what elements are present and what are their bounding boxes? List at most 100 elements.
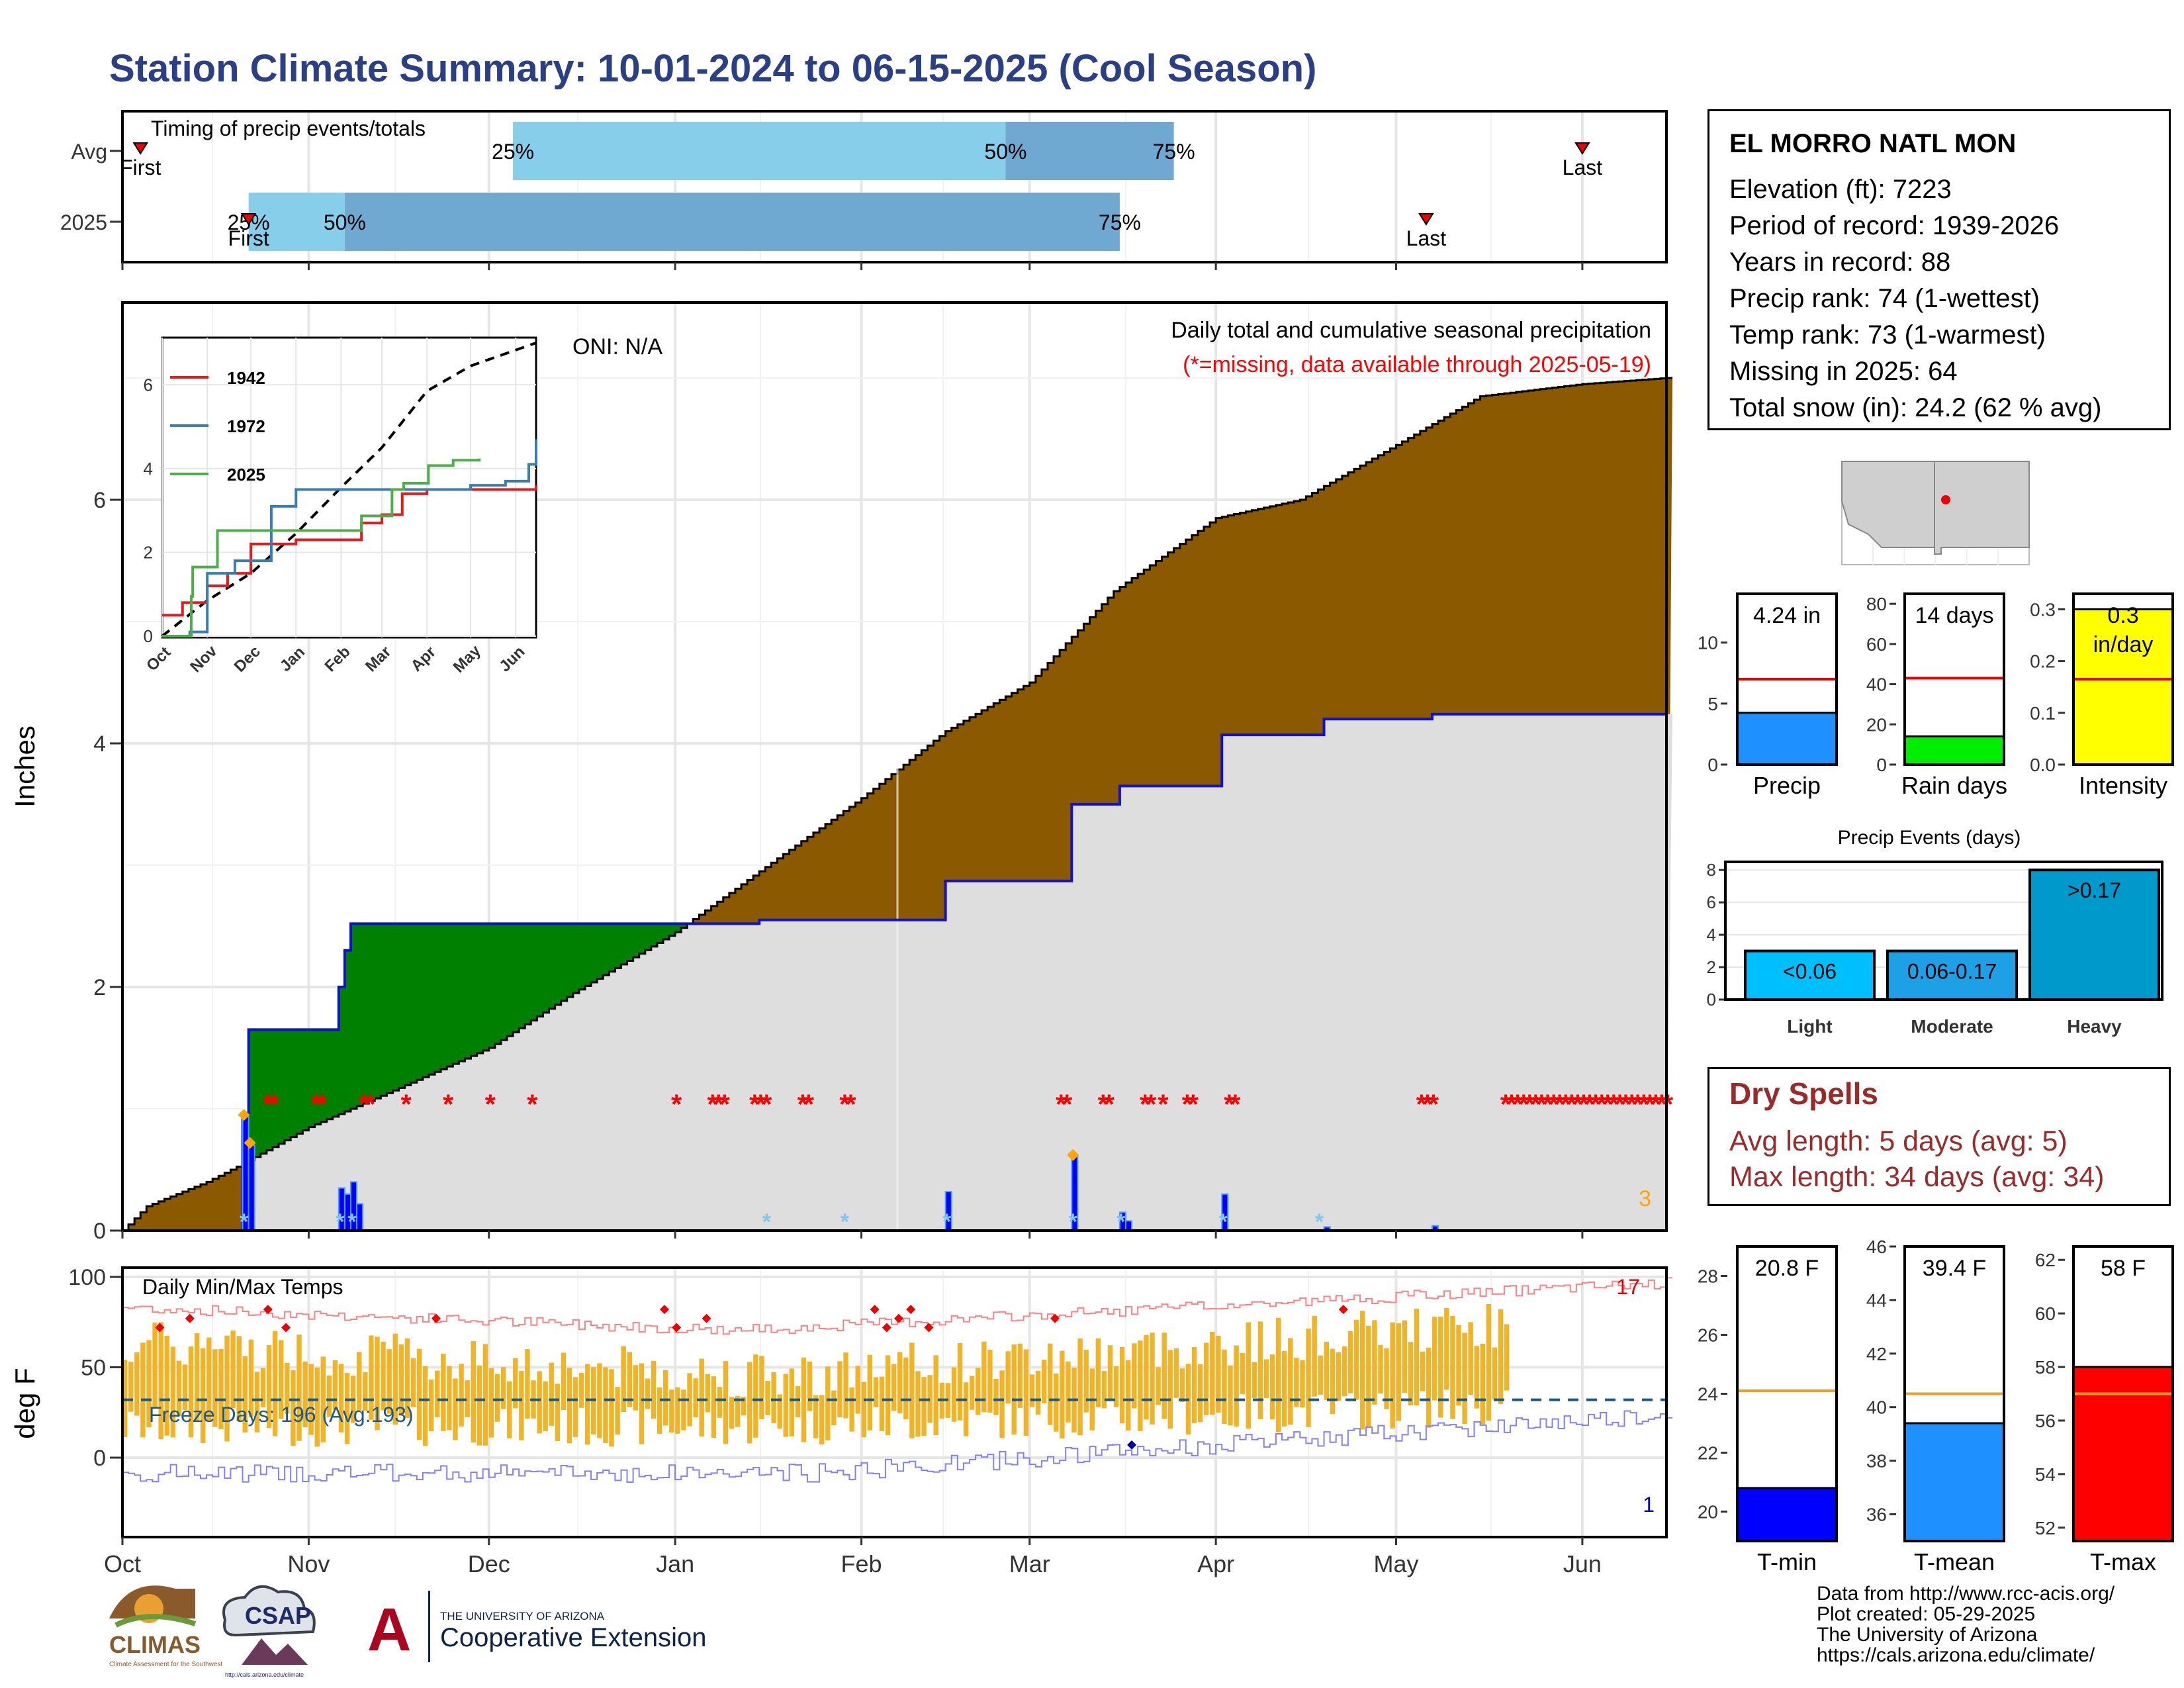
- events-frame: [1724, 861, 2163, 1001]
- temps-daily-bar: [471, 1340, 476, 1443]
- temps-daily-bar: [993, 1378, 999, 1415]
- precip-missing-marker: *: [1146, 1088, 1157, 1119]
- temps-daily-bar: [1095, 1338, 1101, 1407]
- temps-daily-bar: [1468, 1322, 1473, 1395]
- temps-daily-bar: [771, 1372, 776, 1424]
- temps-daily-bar: [375, 1336, 380, 1430]
- station-name: EL MORRO NATL MON: [1729, 129, 2017, 158]
- timing-label-first: First: [228, 226, 269, 250]
- temps-daily-bar: [621, 1346, 626, 1412]
- temps-freeze-label: Freeze Days: 196 (Avg:193): [149, 1403, 414, 1427]
- tmin_gauge-tick-label: 20: [1698, 1502, 1718, 1523]
- temps-daily-bar: [1234, 1345, 1239, 1427]
- temps-daily-bar: [296, 1335, 302, 1441]
- precip-missing-marker: *: [1428, 1088, 1439, 1119]
- csap-logo: CSAP http://cals.arizona.edu/climate: [222, 1585, 316, 1678]
- precip-missing-marker: *: [1506, 1088, 1518, 1119]
- temps-daily-bar: [1390, 1322, 1395, 1429]
- temps-daily-bar: [1222, 1349, 1227, 1424]
- temps-record-high-marker: [432, 1313, 441, 1323]
- temps-daily-bar: [1498, 1309, 1504, 1404]
- temps-record-high-marker: [660, 1305, 670, 1315]
- precip-missing-marker: *: [1422, 1088, 1433, 1119]
- tmin_gauge-tick-label: 28: [1698, 1266, 1718, 1287]
- temps-daily-bar: [152, 1323, 158, 1409]
- temps-daily-bar: [855, 1366, 860, 1414]
- month-tick-label: Dec: [468, 1550, 510, 1577]
- precip-missing-marker: *: [527, 1088, 538, 1119]
- temps-daily-bar: [1408, 1342, 1414, 1405]
- precip-snow-marker: *: [1219, 1209, 1228, 1235]
- temps-daily-bar: [741, 1397, 747, 1416]
- tmin_gauge-tick-label: 22: [1698, 1443, 1718, 1464]
- inset-tick-label-y: 4: [144, 459, 153, 479]
- temps-daily-bar: [921, 1377, 927, 1436]
- precip-missing-marker: *: [1230, 1088, 1241, 1119]
- precip_gauge-value-bar: [1736, 712, 1838, 766]
- temps-daily-bar: [1107, 1345, 1113, 1399]
- raindays_gauge-value-label: 14 days: [1915, 603, 1993, 628]
- temps-daily-bar: [1132, 1343, 1137, 1409]
- temps-daily-bar: [1402, 1320, 1408, 1393]
- timing-label-25: 25%: [492, 140, 534, 164]
- temps-daily-bar: [182, 1364, 188, 1410]
- temps-record-high-marker: [906, 1305, 916, 1315]
- tmin_gauge-value-label: 20.8 F: [1755, 1256, 1819, 1281]
- temps-daily-bar: [519, 1370, 524, 1440]
- events-tick-label: 6: [1707, 892, 1716, 912]
- temps-daily-bar: [224, 1335, 230, 1442]
- timing-bar-25-50: [513, 122, 1006, 180]
- temps-daily-bar: [537, 1371, 542, 1434]
- temps-daily-bar: [230, 1330, 236, 1409]
- inset-legend-label: 1942: [227, 368, 265, 388]
- temps-record-high-count: 17: [1616, 1275, 1640, 1299]
- precip-missing-marker: *: [1224, 1088, 1235, 1119]
- precip-missing-marker: *: [1645, 1088, 1656, 1119]
- raindays_gauge-tick-label: 60: [1866, 634, 1887, 655]
- precip-snow-marker: *: [841, 1209, 850, 1235]
- precip-missing-marker: *: [1416, 1088, 1428, 1119]
- precip-missing-marker: *: [1140, 1088, 1151, 1119]
- events-tick-label: 8: [1707, 860, 1716, 880]
- temps-daily-bar: [1450, 1315, 1455, 1419]
- precip-missing-marker: *: [1182, 1088, 1193, 1119]
- csap-url: http://cals.arizona.edu/climate: [225, 1671, 304, 1678]
- temps-daily-bar: [1288, 1338, 1293, 1425]
- temps-daily-bar: [819, 1395, 825, 1445]
- timing-row-label: Avg: [71, 140, 107, 164]
- temps-record-high-marker: [672, 1323, 682, 1333]
- precip_gauge-frame: [1736, 592, 1838, 766]
- precip-missing-marker: *: [400, 1088, 412, 1119]
- temps-daily-bar: [1017, 1343, 1023, 1408]
- temps-daily-bar: [387, 1349, 392, 1414]
- temps-daily-bar: [404, 1338, 410, 1419]
- precip-missing-marker: *: [1620, 1088, 1631, 1119]
- temps-daily-bar: [639, 1363, 645, 1444]
- temps-daily-bar: [506, 1381, 512, 1438]
- temps-record-high-marker: [702, 1313, 711, 1323]
- precip-missing-marker: *: [1500, 1088, 1512, 1119]
- temps-daily-bar: [549, 1362, 554, 1426]
- temps-daily-bar: [909, 1342, 915, 1438]
- precip-missing-marker: *: [1542, 1088, 1553, 1119]
- intensity_gauge-tick-label: 0.2: [2030, 651, 2056, 672]
- temps-daily-bar: [398, 1344, 404, 1416]
- temps-daily-bar: [837, 1361, 842, 1418]
- temps-daily-bar: [813, 1395, 819, 1438]
- temps-daily-bar: [272, 1331, 278, 1436]
- temps-daily-bar: [1011, 1344, 1017, 1435]
- timing-label-50: 50%: [324, 211, 366, 234]
- precip-missing-marker: *: [316, 1088, 328, 1119]
- temps-daily-bar: [729, 1397, 735, 1429]
- tmax_gauge-tick-label: 54: [2035, 1464, 2056, 1485]
- temps-daily-bar: [285, 1362, 290, 1414]
- temps-daily-bar: [885, 1355, 891, 1436]
- precip-2025-line: [122, 712, 1666, 1232]
- temps-daily-bar: [987, 1349, 993, 1413]
- precip-missing-marker: *: [761, 1088, 772, 1119]
- temps-record-low-line: [122, 1410, 1673, 1483]
- temps-daily-bar: [357, 1352, 362, 1411]
- temps-daily-bar: [915, 1371, 921, 1437]
- precip-missing-marker: *: [443, 1088, 454, 1119]
- temps-daily-bar: [488, 1368, 494, 1438]
